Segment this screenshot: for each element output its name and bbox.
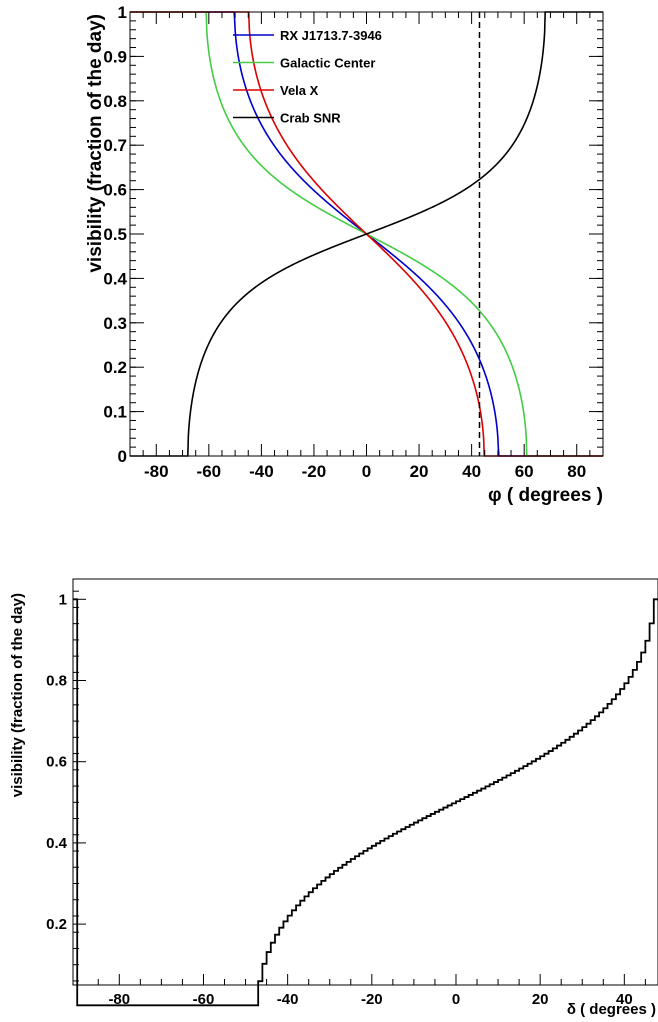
bottom-y-tick-label: 0.8 — [46, 673, 67, 690]
legend-label: Crab SNR — [280, 111, 341, 126]
top-x-tick-label: 60 — [515, 462, 534, 481]
bottom-x-tick-label: -40 — [277, 991, 299, 1008]
top-x-tick-label: 20 — [410, 462, 429, 481]
bottom-x-tick-label: -80 — [108, 991, 130, 1008]
top-y-tick-label: 0.7 — [103, 136, 127, 155]
top-x-tick-label: -40 — [249, 462, 274, 481]
bottom-x-tick-label: 20 — [532, 991, 549, 1008]
visibility-vs-declination-chart: -80 -60 -40 -20 0 20 40 0.2 0.4 0.6 0.8 1 δ ( degre… — [9, 578, 658, 1018]
top-x-tick-label: -80 — [144, 462, 169, 481]
legend-label: Galactic Center — [280, 56, 375, 71]
legend-label: RX J1713.7-3946 — [280, 28, 382, 43]
bottom-axis-ticks: -80 -60 -40 -20 0 20 40 0.2 0.4 0.6 0.8 1 — [46, 590, 646, 1008]
top-x-tick-label: -20 — [302, 462, 327, 481]
bottom-y-tick-label: 0.6 — [46, 754, 67, 771]
top-x-tick-label: -60 — [197, 462, 222, 481]
bottom-x-tick-label: -20 — [361, 991, 383, 1008]
top-y-axis-label: visibility (fraction of the day) — [85, 14, 106, 273]
bottom-y-tick-label: 1 — [59, 591, 67, 608]
bottom-series-group — [73, 598, 658, 1007]
top-x-tick-label: 0 — [362, 462, 371, 481]
top-y-tick-label: 0.1 — [103, 403, 127, 422]
visibility-vs-latitude-chart: -80 -60 -40 -20 0 20 40 60 80 0 0.1 0.2 0.3 0.4 0.5 0.6… — [85, 3, 604, 506]
top-y-tick-label: 0.8 — [103, 92, 127, 111]
bottom-x-tick-label: 0 — [452, 991, 460, 1008]
top-axis-ticks: -80 -60 -40 -20 0 20 40 60 80 0 0.1 0.2 0.3 0.4 0.5 0.6… — [103, 3, 604, 481]
top-y-tick-label: 0 — [118, 447, 127, 466]
top-y-tick-label: 0.5 — [103, 225, 127, 244]
top-y-tick-label: 0.4 — [103, 269, 127, 288]
bottom-y-tick-label: 0.4 — [46, 835, 68, 852]
top-plot-frame — [129, 11, 604, 457]
top-y-tick-label: 0.6 — [103, 181, 127, 200]
top-x-tick-label: 80 — [567, 462, 586, 481]
top-x-tick-label: 40 — [462, 462, 481, 481]
bottom-plot-frame — [72, 578, 658, 986]
visibility-step-line — [73, 598, 658, 1007]
bottom-x-axis-label: δ ( degrees ) — [567, 1001, 656, 1018]
top-y-tick-label: 0.9 — [103, 47, 127, 66]
top-y-tick-label: 1 — [118, 3, 127, 22]
series-line-3 — [130, 11, 603, 457]
top-series-group — [130, 11, 603, 457]
legend-label: Vela X — [280, 83, 319, 98]
bottom-x-tick-label: -60 — [193, 991, 215, 1008]
top-y-tick-label: 0.2 — [103, 358, 127, 377]
top-x-axis-label: φ ( degrees ) — [488, 485, 603, 506]
bottom-x-tick-label: 40 — [616, 991, 633, 1008]
bottom-y-axis-label: visibility (fraction of the day) — [9, 593, 26, 797]
legend: RX J1713.7-3946 Galactic Center Vela X Crab… — [233, 28, 382, 126]
bottom-y-tick-label: 0.2 — [46, 916, 67, 933]
top-y-tick-label: 0.3 — [103, 314, 127, 333]
